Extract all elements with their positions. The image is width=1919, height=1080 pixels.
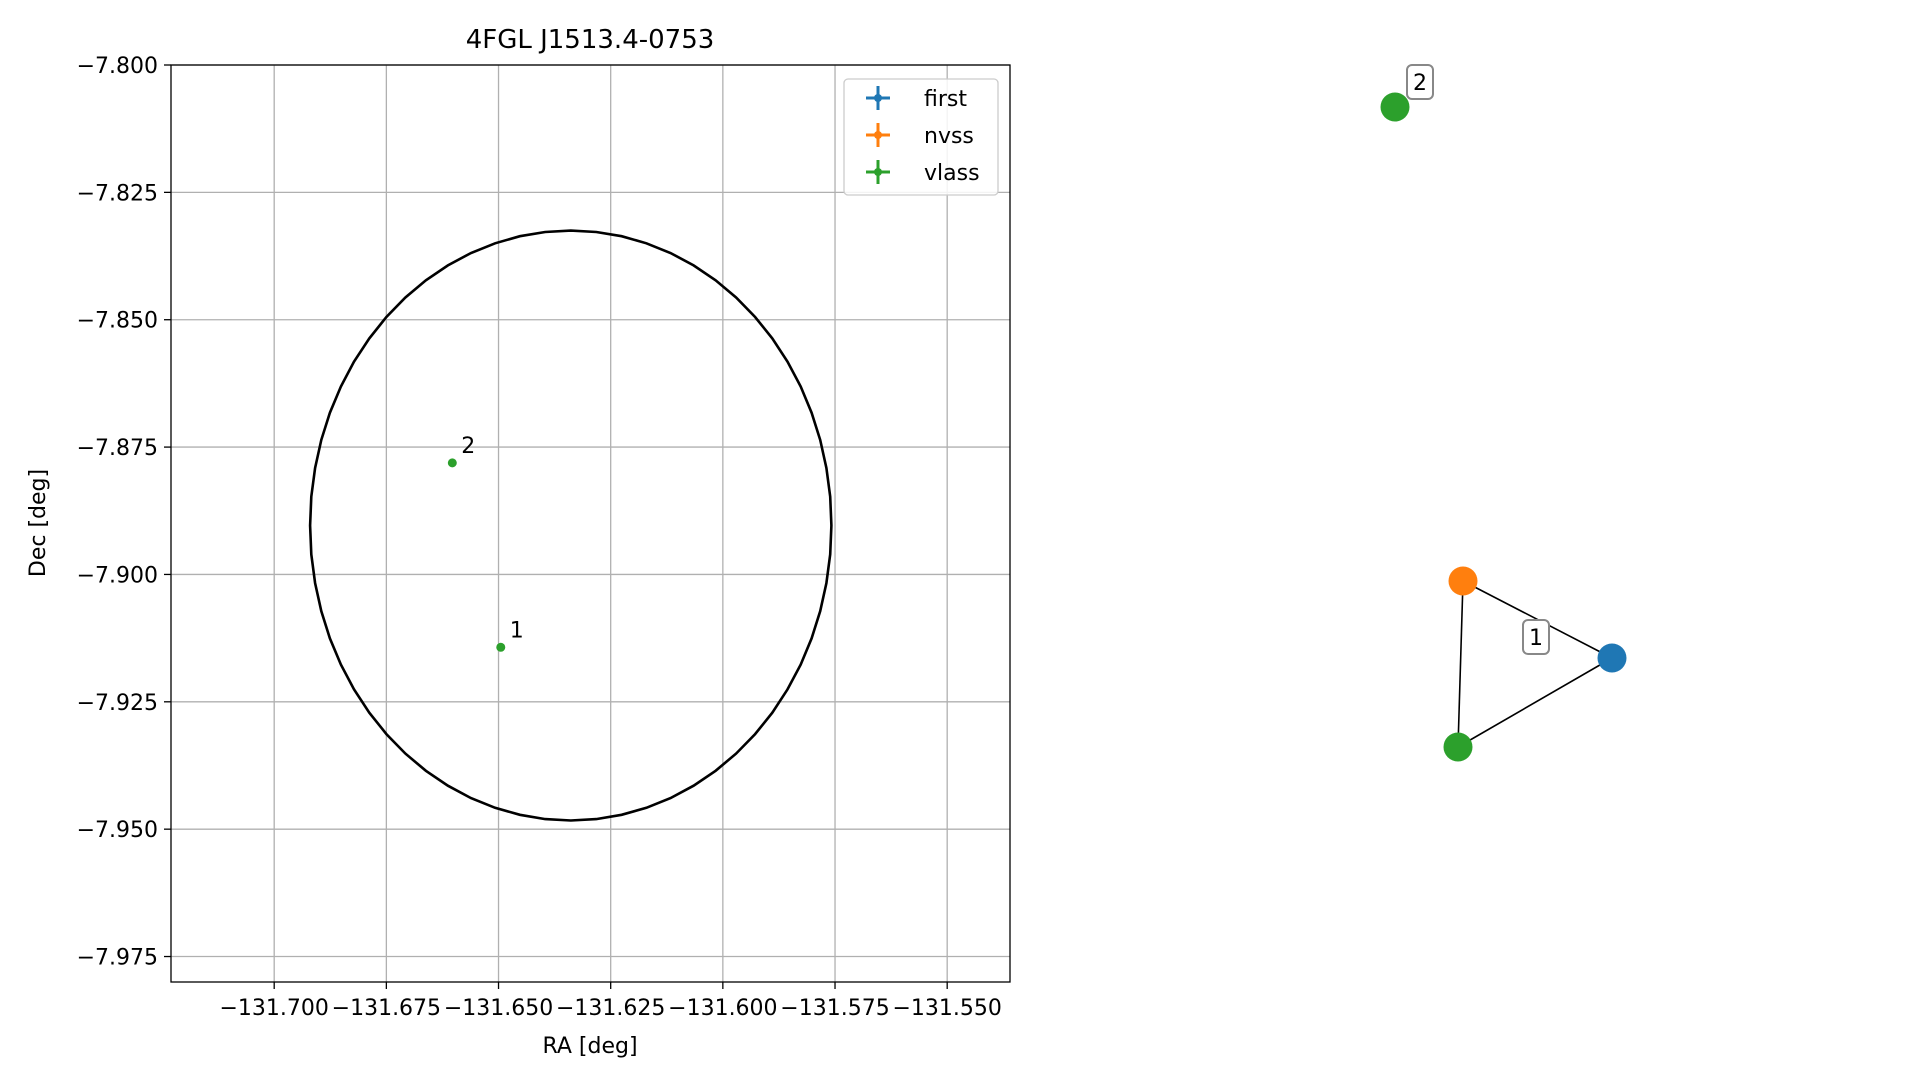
error-ellipse xyxy=(308,229,833,822)
y-tick-label: −7.875 xyxy=(77,436,158,461)
grid-lines xyxy=(171,64,1010,982)
legend-dot xyxy=(874,168,882,176)
group-label-box xyxy=(1522,619,1550,655)
y-tick-label: −7.825 xyxy=(77,181,158,206)
x-tick-label: −131.700 xyxy=(219,996,328,1021)
y-tick-label: −7.900 xyxy=(77,563,158,588)
group-label: 2 xyxy=(1413,71,1427,96)
nodes-layer xyxy=(1380,92,1627,762)
graph-edge xyxy=(1457,657,1613,748)
y-tick-label: −7.950 xyxy=(77,818,158,843)
x-axis-label: RA [deg] xyxy=(542,1034,637,1059)
x-tick-label: −131.550 xyxy=(892,996,1001,1021)
graph-node xyxy=(1443,732,1473,762)
source-point xyxy=(447,458,457,468)
x-tick-label: −131.625 xyxy=(556,996,665,1021)
source-point-label: 1 xyxy=(510,618,524,643)
legend-label: vlass xyxy=(924,161,980,186)
graph-node xyxy=(1597,643,1627,673)
legend-dot xyxy=(874,94,882,102)
graph-node xyxy=(1448,566,1478,596)
error-ellipse-layer xyxy=(308,229,833,822)
y-tick-label: −7.800 xyxy=(77,54,158,79)
group-label-box xyxy=(1406,64,1434,100)
graph-edge xyxy=(1457,580,1464,748)
y-tick-label: −7.925 xyxy=(77,691,158,716)
x-tick-label: −131.675 xyxy=(332,996,441,1021)
y-tick-label: −7.975 xyxy=(77,946,158,971)
group-labels-layer: 12 xyxy=(1406,64,1550,655)
graph-node xyxy=(1380,92,1410,122)
group-label: 1 xyxy=(1529,626,1543,651)
x-tick-label: −131.650 xyxy=(444,996,553,1021)
legend-label: nvss xyxy=(924,124,974,149)
legend: first nvss vlass xyxy=(843,78,999,196)
legend-box xyxy=(843,78,999,196)
x-axis-ticks: −131.700 −131.675 −131.650 −131.625 −131.600… xyxy=(219,982,1002,1021)
source-point xyxy=(496,642,506,652)
source-point-label: 2 xyxy=(461,434,475,459)
chart-title: 4FGL J1513.4-0753 xyxy=(466,25,715,55)
edges-layer xyxy=(1457,580,1613,748)
x-tick-label: −131.600 xyxy=(668,996,777,1021)
x-tick-label: −131.575 xyxy=(780,996,889,1021)
y-axis-ticks: −7.800 −7.825 −7.850 −7.875 −7.900 −7.925 −7.9… xyxy=(77,54,171,971)
plot-area xyxy=(171,65,1010,982)
legend-label: first xyxy=(924,87,967,112)
sky-position-chart: 12 −131.700 −131.675 −131.650 −131.625 −131.… xyxy=(26,25,1011,1059)
legend-dot xyxy=(874,131,882,139)
y-tick-label: −7.850 xyxy=(77,309,158,334)
cluster-graph: 12 xyxy=(1380,64,1627,762)
plot-frame xyxy=(170,64,1011,983)
y-axis-label: Dec [deg] xyxy=(26,469,51,577)
points-layer: 12 xyxy=(447,434,524,652)
